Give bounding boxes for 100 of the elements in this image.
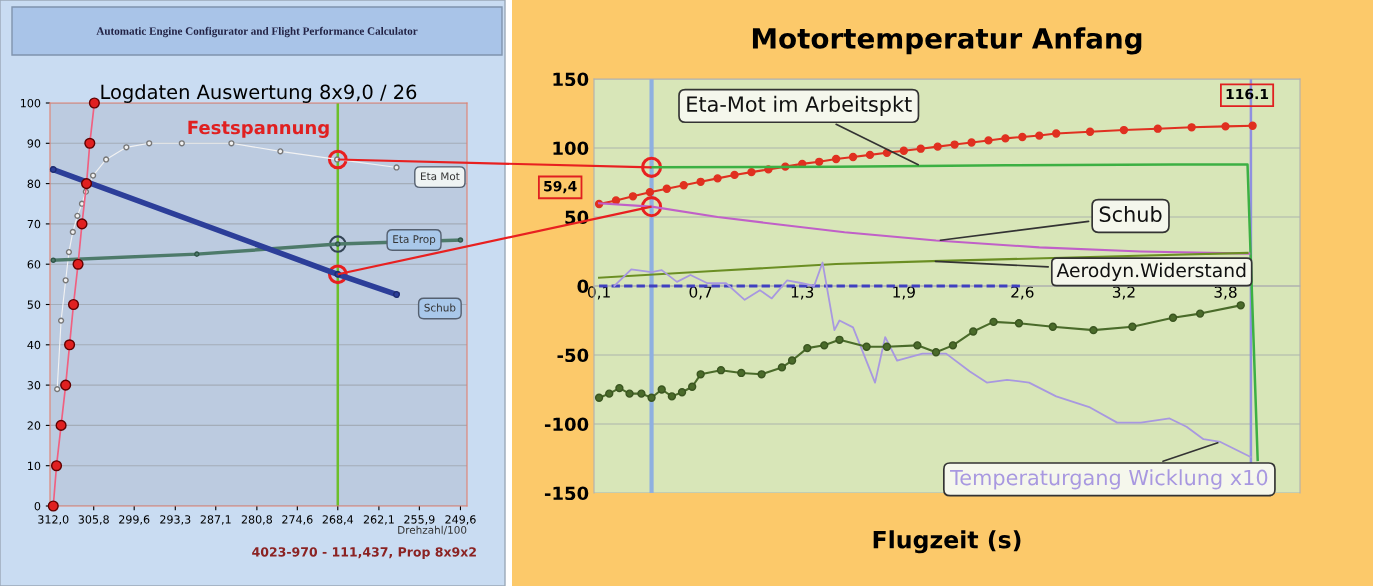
point	[628, 192, 638, 201]
line-series	[613, 261, 1252, 459]
point	[984, 136, 993, 145]
point	[88, 97, 100, 109]
point	[688, 382, 697, 391]
point	[72, 258, 84, 270]
point	[1052, 129, 1061, 138]
x-tick-label: 3,8	[1214, 286, 1237, 300]
point	[835, 335, 844, 344]
point	[65, 248, 73, 256]
y-tick-label: 80	[27, 179, 41, 188]
point	[865, 150, 875, 160]
point	[747, 167, 756, 177]
point	[967, 138, 976, 147]
y-tick-label: -100	[544, 417, 589, 432]
point	[228, 140, 235, 147]
x-tick-label: 268,4	[322, 515, 354, 525]
line-series	[598, 251, 1249, 279]
text: Eta Mot	[421, 172, 460, 181]
y-tick-label: -150	[544, 486, 589, 501]
point	[49, 166, 57, 173]
point	[1187, 123, 1196, 132]
y-tick-label: 60	[27, 260, 41, 269]
chart-title: Logdaten Auswertung 8x9,0 / 26	[101, 84, 417, 103]
point	[1119, 125, 1129, 135]
x-axis-title: Flugzeit (s)	[873, 530, 1021, 554]
point	[194, 251, 200, 257]
point	[969, 327, 978, 336]
data-label: 59,4	[544, 180, 577, 194]
y-tick-label: 0	[34, 501, 41, 511]
point	[730, 170, 739, 180]
point	[54, 386, 61, 393]
y-tick-label: 70	[27, 219, 41, 229]
point	[47, 500, 59, 512]
y-tick-label: 100	[553, 141, 589, 156]
point	[916, 144, 925, 153]
y-tick-label: 100	[20, 98, 41, 108]
x-tick-label: 2,6	[1011, 286, 1034, 300]
series-label: Eta Prop	[393, 235, 436, 246]
point	[74, 212, 81, 219]
point	[757, 370, 766, 379]
point	[820, 341, 829, 350]
point	[55, 419, 67, 431]
point	[611, 196, 621, 205]
point	[737, 368, 746, 378]
series-label: Aerodyn.Widerstand	[1056, 262, 1246, 281]
x-axis-title: Drehzahl/100	[398, 525, 467, 535]
y-tick-label: 50	[27, 300, 41, 309]
series-label: Temperaturgang Wicklung x10	[950, 469, 1268, 490]
y-tick-label: 20	[27, 421, 41, 430]
point	[989, 317, 998, 327]
point	[831, 154, 841, 164]
point	[803, 343, 812, 353]
point	[80, 178, 93, 190]
point	[950, 140, 959, 149]
y-tick-label: 40	[27, 340, 41, 350]
point	[1128, 322, 1137, 331]
point	[64, 339, 76, 351]
x-tick-label: 293,3	[160, 515, 191, 525]
point	[605, 389, 614, 398]
y-tick-label: 150	[553, 72, 589, 87]
series-label: Schub	[1099, 205, 1162, 223]
point	[1001, 134, 1010, 143]
point	[457, 237, 464, 243]
point	[89, 172, 97, 179]
point	[615, 383, 624, 393]
point	[862, 342, 871, 351]
point	[1085, 127, 1095, 136]
x-tick-label: 287,1	[200, 515, 231, 525]
point	[667, 392, 677, 401]
point	[1018, 132, 1027, 142]
x-tick-label: 299,6	[119, 515, 150, 525]
text: Schub	[424, 303, 456, 312]
point	[146, 140, 153, 147]
point	[948, 341, 958, 350]
point	[1221, 122, 1230, 131]
point	[84, 137, 96, 149]
point	[1168, 313, 1178, 322]
point	[1089, 325, 1098, 335]
y-tick-label: 90	[27, 139, 41, 148]
text: Automatic Engine Configurator and Flight Performance Calculator	[96, 26, 418, 38]
x-tick-label: 0,1	[587, 286, 610, 300]
point	[625, 389, 634, 398]
point	[1236, 301, 1245, 310]
point	[777, 363, 787, 372]
point	[713, 174, 722, 183]
point	[76, 218, 88, 230]
point	[657, 385, 666, 394]
chart-title: Motortemperatur Anfang	[752, 27, 1142, 55]
point	[123, 144, 130, 151]
point	[393, 164, 400, 171]
x-tick-label: 3,2	[1112, 286, 1135, 300]
point	[696, 177, 705, 186]
y-tick-label: 0	[577, 279, 589, 294]
point	[645, 187, 655, 197]
point	[848, 152, 858, 162]
text: 4023-970 - 111,437, Prop 8x9x2	[252, 547, 476, 560]
point	[62, 277, 69, 284]
y-tick-label: 30	[27, 381, 41, 390]
text: Eta-Mot im Arbeitspkt	[687, 95, 912, 116]
